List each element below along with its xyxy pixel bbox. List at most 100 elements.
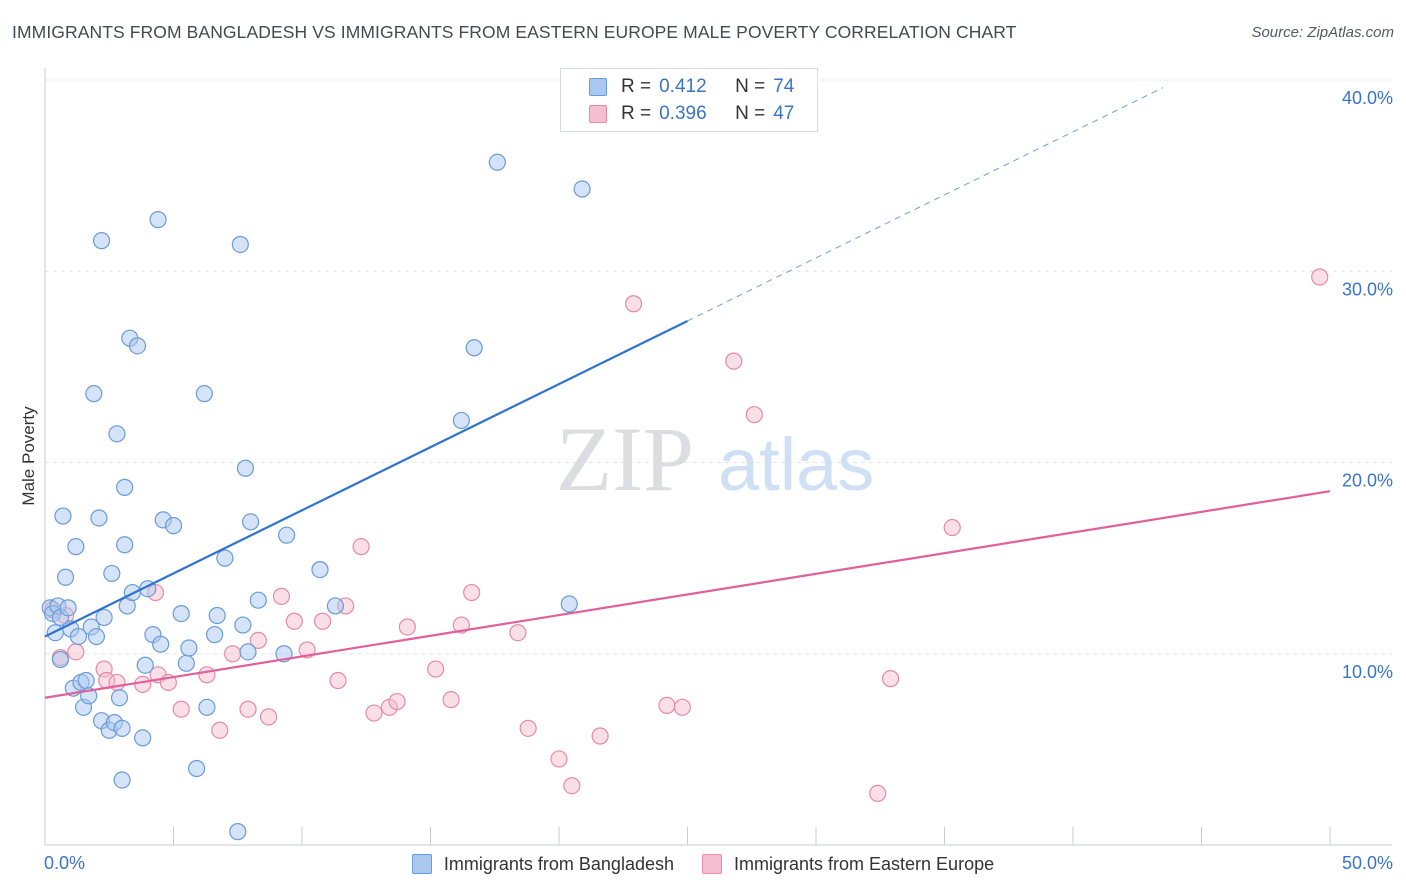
data-point-eastern-europe [398,618,416,636]
legend-r-label: R = [621,103,652,124]
legend-r-value: 0.412 [659,76,707,97]
data-point-bangladesh [103,564,121,583]
data-point-bangladesh [69,627,88,646]
series-eastern-europe-points [44,268,1329,802]
data-point-bangladesh [59,599,77,617]
trend-line-bangladesh [44,319,688,638]
data-point-bangladesh [87,627,106,646]
legend-n-label: N = [735,103,766,124]
data-point-bangladesh [242,513,260,531]
data-point-bangladesh [172,604,190,623]
series-legend-swatch-pink [702,854,722,874]
legend-row-eastern-europe: R = 0.396 N = 47 [589,102,794,126]
data-point-eastern-europe [172,700,190,718]
data-point-eastern-europe [388,692,406,711]
data-point-eastern-europe [272,587,291,605]
data-point-bangladesh [208,606,226,625]
legend-swatch-pink [589,105,607,123]
data-point-bangladesh [452,411,470,430]
tick-labels: 10.0% 20.0% 30.0% 40.0% 0.0% 50.0% [44,88,1393,873]
data-point-bangladesh [92,232,111,250]
data-point-bangladesh [234,616,252,634]
data-point-bangladesh [134,729,152,747]
data-point-bangladesh [90,509,108,527]
data-point-bangladesh [164,517,183,535]
legend-n-label: N = [735,76,766,97]
data-point-bangladesh [177,654,195,672]
watermark-zip: ZIP [556,408,694,510]
x-tick-label: 50.0% [1342,853,1393,873]
data-point-bangladesh [180,639,198,657]
series-legend-swatch-blue [411,854,432,874]
data-point-bangladesh [198,698,216,716]
data-point-bangladesh [206,626,224,644]
data-point-bangladesh [51,650,70,669]
data-point-bangladesh [326,597,345,615]
data-point-bangladesh [249,591,267,609]
data-point-eastern-europe [134,675,152,693]
data-point-eastern-europe [224,645,242,663]
watermark: ZIP atlas [556,408,874,510]
data-point-bangladesh [128,337,147,355]
data-point-eastern-europe [198,666,216,684]
stats-legend: R = 0.412 N = 74 R = 0.396 N = 47 [560,68,818,132]
series-legend-item-bangladesh: Immigrants from Bangladesh [411,853,674,875]
data-point-bangladesh [113,771,131,789]
legend-r-value: 0.396 [659,103,707,124]
data-point-eastern-europe [745,406,763,424]
legend-r-label: R = [621,76,652,97]
data-point-bangladesh [136,656,154,674]
y-tick-label: 20.0% [1342,471,1393,491]
series-legend-item-eastern-europe: Immigrants from Eastern Europe [702,854,994,875]
data-point-bangladesh [77,671,95,690]
trend-line-eastern-europe [44,490,1331,699]
data-point-bangladesh [116,536,134,554]
data-point-eastern-europe [519,719,537,737]
data-point-eastern-europe [259,708,278,726]
data-point-eastern-europe [313,612,332,630]
data-point-bangladesh [229,823,247,841]
y-tick-label: 10.0% [1342,662,1393,682]
trend-lines [44,87,1331,699]
data-point-bangladesh [54,507,72,525]
data-point-eastern-europe [591,727,609,745]
series-bangladesh-points [41,153,591,841]
data-point-eastern-europe [881,670,900,688]
data-point-eastern-europe [211,721,229,739]
watermark-atlas: atlas [718,423,874,506]
data-point-eastern-europe [442,691,460,709]
data-point-bangladesh [149,211,167,229]
data-point-eastern-europe [869,784,887,802]
data-point-eastern-europe [509,624,527,642]
data-point-bangladesh [560,595,578,613]
data-point-bangladesh [113,719,131,737]
data-point-eastern-europe [365,704,383,722]
data-point-bangladesh [236,459,255,477]
data-point-eastern-europe [352,538,370,556]
data-point-eastern-europe [550,750,568,768]
source-label: Source: ZipAtlas.com [1251,24,1394,41]
data-point-bangladesh [152,635,170,653]
series-legend-label: Immigrants from Bangladesh [443,853,674,874]
x-tick-label: 0.0% [44,853,85,873]
legend-row-bangladesh: R = 0.412 N = 74 [589,75,794,99]
data-point-bangladesh [188,759,206,778]
data-point-bangladesh [573,180,591,198]
data-point-bangladesh [95,608,113,627]
data-point-bangladesh [216,549,234,567]
data-point-bangladesh [239,643,257,661]
data-point-eastern-europe [67,643,85,661]
data-point-eastern-europe [563,777,581,795]
data-point-bangladesh [195,385,213,403]
legend-swatch-blue [589,78,607,96]
data-point-eastern-europe [943,518,961,537]
data-point-bangladesh [231,235,249,254]
data-point-eastern-europe [463,583,481,602]
data-point-bangladesh [488,153,506,171]
data-point-eastern-europe [658,696,676,714]
series-legend-label: Immigrants from Eastern Europe [734,853,995,874]
data-point-eastern-europe [673,698,691,716]
data-point-eastern-europe [427,660,445,678]
data-point-bangladesh [56,568,75,586]
